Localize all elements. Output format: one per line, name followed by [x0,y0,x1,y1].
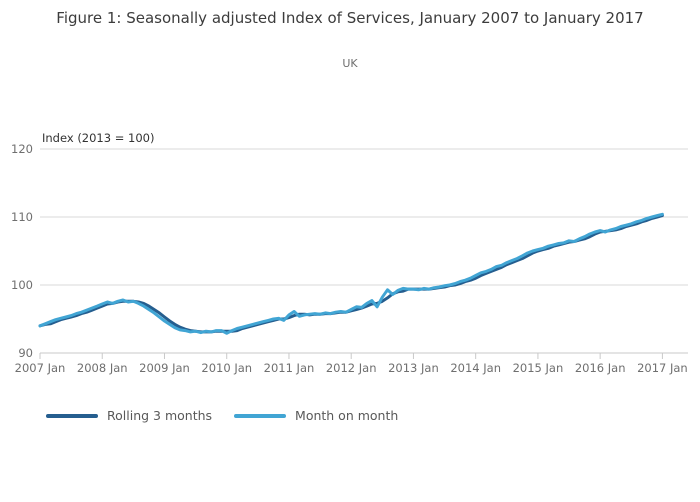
legend-label-month-on-month: Month on month [295,408,399,423]
x-tick-label: 2008 Jan [77,361,128,375]
x-tick-label: 2012 Jan [326,361,377,375]
chart-title: Figure 1: Seasonally adjusted Index of S… [56,9,644,27]
y-tick-label: 110 [11,210,33,224]
y-axis-title: Index (2013 = 100) [42,131,155,145]
x-tick-label: 2010 Jan [201,361,252,375]
chart-subtitle: UK [342,57,358,70]
x-tick-label: 2011 Jan [264,361,315,375]
y-tick-label: 120 [11,142,33,156]
x-tick-label: 2015 Jan [513,361,564,375]
x-tick-label: 2007 Jan [15,361,66,375]
legend-swatch-rolling-3-months [46,413,98,418]
legend-item-month-on-month[interactable]: Month on month [234,408,398,423]
x-tick-label: 2017 Jan [637,361,688,375]
series-line-rolling-3-months [38,214,664,334]
y-tick-label: 90 [18,346,33,360]
legend-swatch-month-on-month [234,413,287,418]
legend: Rolling 3 months Month on month [46,408,398,423]
x-tick-label: 2009 Jan [139,361,190,375]
x-tick-label: 2013 Jan [388,361,439,375]
legend-label-rolling-3-months: Rolling 3 months [107,408,213,423]
legend-item-rolling-3-months[interactable]: Rolling 3 months [46,408,212,423]
y-tick-label: 100 [11,278,33,292]
x-tick-label: 2016 Jan [575,361,626,375]
x-tick-label: 2014 Jan [450,361,501,375]
series-line-month-on-month [38,212,664,335]
